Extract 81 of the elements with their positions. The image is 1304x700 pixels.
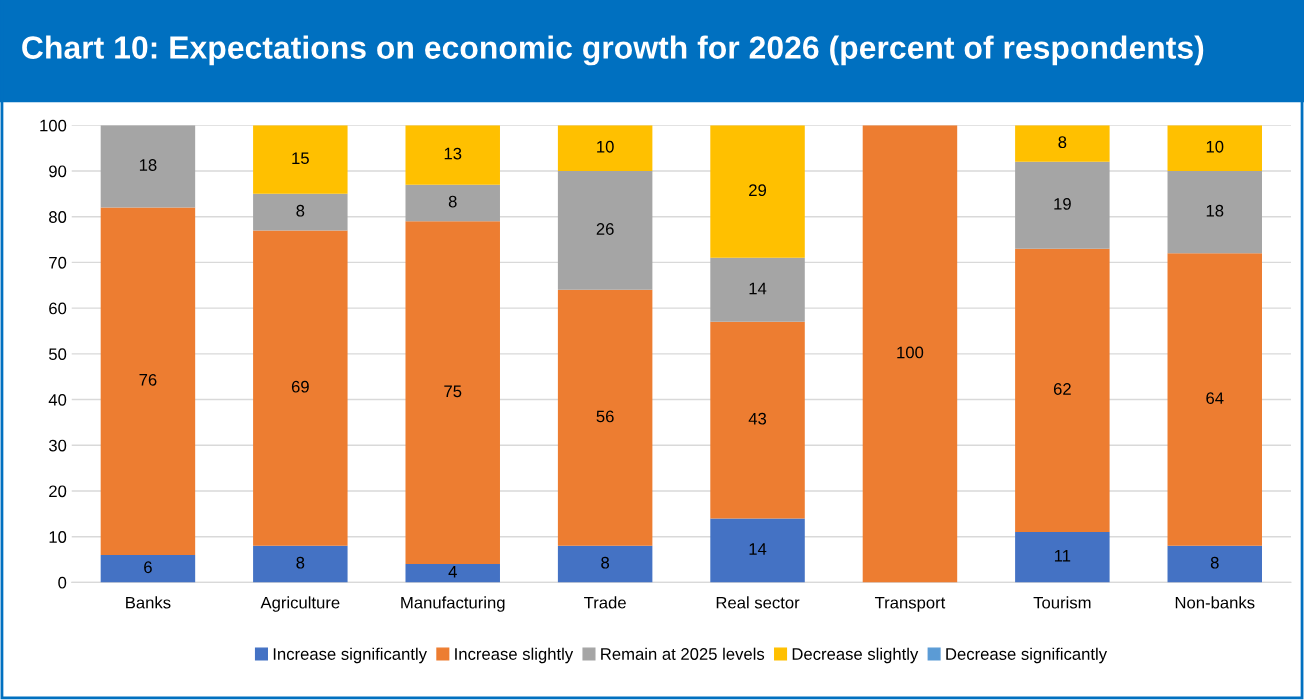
data-label: 13 xyxy=(444,147,462,160)
data-label: 69 xyxy=(291,380,309,393)
x-tick-label: Trade xyxy=(584,596,626,609)
x-tick-label: Tourism xyxy=(1033,596,1091,609)
y-tick-label: 70 xyxy=(49,256,67,269)
bar xyxy=(1015,532,1110,583)
bar xyxy=(710,125,805,258)
bar xyxy=(100,207,196,555)
legend-label: Increase slightly xyxy=(455,647,574,664)
bar xyxy=(1015,161,1110,249)
x-tick-label: Agriculture xyxy=(260,596,340,612)
bar xyxy=(1167,253,1262,546)
bar xyxy=(862,125,958,583)
x-tick-label: Real sector xyxy=(716,596,800,609)
data-label: 18 xyxy=(139,159,157,171)
bar xyxy=(253,125,348,194)
y-tick-label: 30 xyxy=(48,439,67,452)
data-label: 6 xyxy=(144,561,152,574)
data-label: 75 xyxy=(444,385,462,398)
legend-label: Decrease slightly xyxy=(792,647,919,664)
bar xyxy=(405,221,500,565)
bar xyxy=(405,184,500,222)
data-label: 26 xyxy=(596,223,614,235)
data-label: 19 xyxy=(1054,197,1071,210)
data-label: 18 xyxy=(1206,204,1224,217)
data-label: 62 xyxy=(1053,383,1071,395)
x-tick-label: Manufacturing xyxy=(401,596,505,612)
data-label: 43 xyxy=(748,412,767,425)
bar xyxy=(405,125,500,185)
bar xyxy=(1015,248,1110,533)
data-label: 10 xyxy=(597,140,614,153)
y-tick-label: 20 xyxy=(49,485,67,498)
data-label: 8 xyxy=(1058,136,1067,149)
bar xyxy=(405,564,500,583)
bar xyxy=(1167,171,1262,254)
data-label: 11 xyxy=(1054,550,1071,562)
y-tick-label: 40 xyxy=(48,393,67,406)
y-tick-label: 0 xyxy=(58,576,67,589)
data-label: 8 xyxy=(296,556,305,569)
data-label: 8 xyxy=(296,204,305,217)
data-label: 14 xyxy=(749,282,767,295)
bar xyxy=(557,171,653,290)
legend-label: Decrease significantly xyxy=(946,647,1108,664)
bar xyxy=(557,125,653,172)
bar xyxy=(100,554,196,583)
y-tick-label: 90 xyxy=(49,165,67,178)
data-label: 100 xyxy=(897,346,924,359)
data-label: 56 xyxy=(596,410,614,423)
bar xyxy=(557,545,653,583)
bar xyxy=(1167,125,1262,172)
x-tick-label: Banks xyxy=(126,596,171,609)
data-label: 29 xyxy=(749,184,767,197)
data-label: 15 xyxy=(292,152,309,165)
bar xyxy=(1015,125,1110,162)
bar xyxy=(253,193,348,231)
bar xyxy=(100,125,196,208)
bar xyxy=(710,518,805,583)
y-tick-label: 80 xyxy=(49,211,67,223)
legend-label: Remain at 2025 levels xyxy=(601,647,765,660)
data-label: 64 xyxy=(1206,392,1224,405)
y-tick-label: 60 xyxy=(49,302,67,315)
bar xyxy=(253,545,348,583)
data-label: 4 xyxy=(448,566,457,578)
bar xyxy=(1167,545,1262,583)
y-tick-label: 10 xyxy=(49,531,67,543)
data-label: 8 xyxy=(601,556,610,569)
x-tick-label: Non-banks xyxy=(1175,596,1255,609)
legend-label: Increase significantly xyxy=(273,647,427,664)
bar xyxy=(557,289,653,546)
bar xyxy=(710,321,805,519)
chart-title: Chart 10: Expectations on economic growth for 2026 (percent of respondents) xyxy=(22,35,1204,66)
bar xyxy=(253,230,348,546)
data-label: 14 xyxy=(749,543,767,555)
data-label: 76 xyxy=(139,373,157,386)
bar xyxy=(710,257,805,322)
y-tick-label: 100 xyxy=(40,119,67,132)
data-label: 8 xyxy=(448,195,457,208)
y-tick-label: 50 xyxy=(48,348,67,361)
x-tick-label: Transport xyxy=(874,596,946,612)
data-label: 10 xyxy=(1206,140,1224,153)
data-label: 8 xyxy=(1210,556,1219,569)
